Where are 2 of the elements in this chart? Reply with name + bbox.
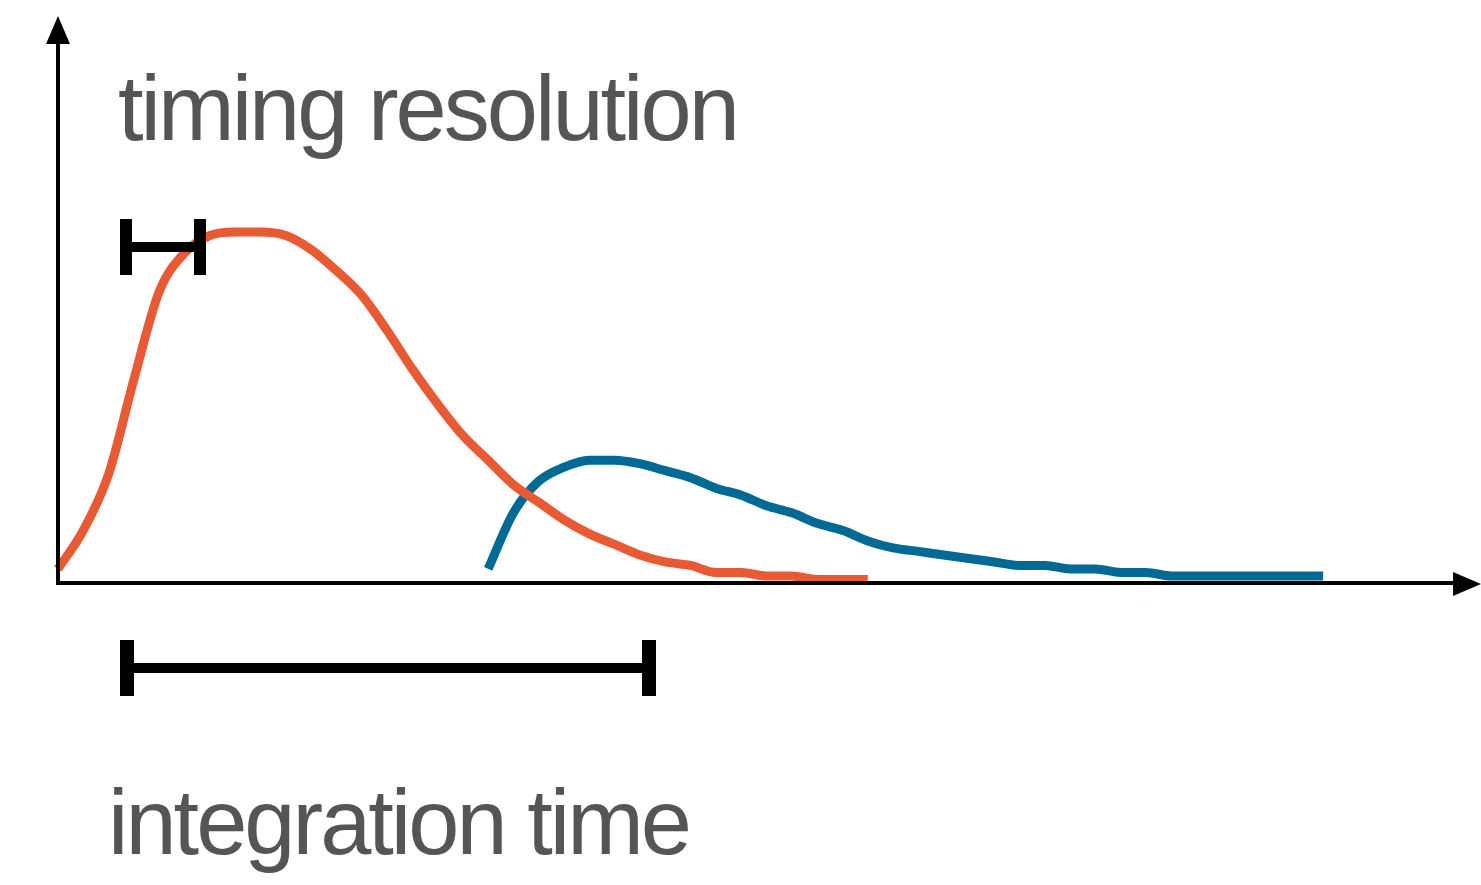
text: integration time <box>108 771 689 873</box>
text: timing resolution <box>118 57 737 159</box>
